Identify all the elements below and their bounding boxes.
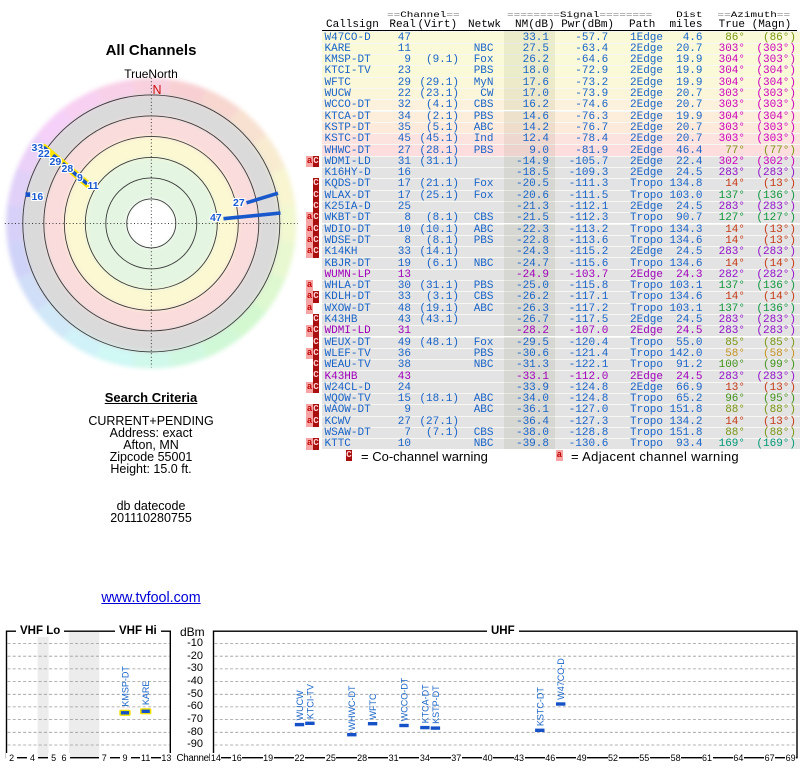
svg-text:W47CO-D: W47CO-D — [556, 658, 566, 700]
svg-text:WFTC: WFTC — [368, 693, 378, 719]
svg-text:KTCI-TV: KTCI-TV — [305, 684, 315, 719]
svg-text:WHWC-DT: WHWC-DT — [347, 685, 357, 730]
svg-text:KARE: KARE — [141, 681, 151, 706]
svg-text:KTCA-DT: KTCA-DT — [420, 684, 430, 723]
svg-text:KSTP-DT: KSTP-DT — [431, 685, 441, 724]
svg-text:KSTC-DT: KSTC-DT — [535, 687, 545, 726]
svg-text:KMSP-DT: KMSP-DT — [120, 666, 130, 707]
svg-text:WUCW: WUCW — [295, 690, 305, 720]
svg-text:WCCO-DT: WCCO-DT — [399, 677, 409, 721]
